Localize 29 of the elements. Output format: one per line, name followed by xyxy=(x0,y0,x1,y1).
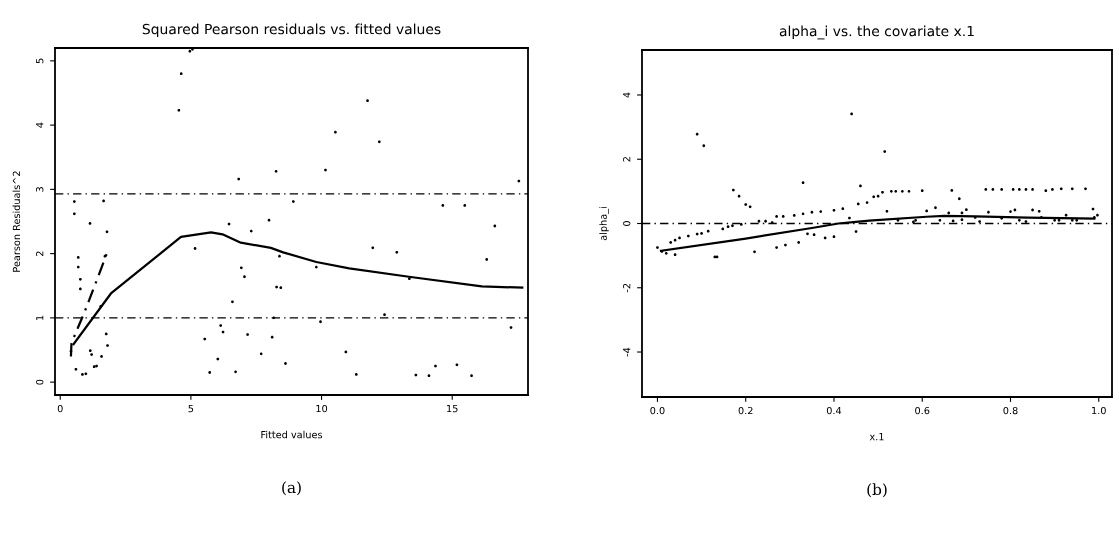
x-tick-label: 1.0 xyxy=(1092,406,1106,415)
x-tick-label: 0.4 xyxy=(826,406,842,415)
y-tick-label: 4 xyxy=(36,122,44,128)
y-tick-label: 2 xyxy=(36,251,44,257)
y-tick-label: 5 xyxy=(36,58,44,64)
text: (a) xyxy=(282,481,301,496)
chart-title: alpha_i vs. the covariate x.1 xyxy=(779,25,974,40)
y-tick-label: -4 xyxy=(623,347,631,357)
y-axis-title: Pearson Residuals^2 xyxy=(12,171,21,272)
x-tick-label: 10 xyxy=(316,404,328,413)
x-tick-label: 0.6 xyxy=(915,406,930,415)
y-axis-title: alpha_i xyxy=(599,207,609,241)
x-tick-label: 15 xyxy=(447,405,458,413)
x-tick-label: 0.0 xyxy=(650,406,665,415)
y-tick-label: 3 xyxy=(36,187,44,192)
chart-title: Squared Pearson residuals vs. fitted values xyxy=(142,23,441,37)
x-tick-label: 0.8 xyxy=(1003,406,1018,415)
y-tick-label: -2 xyxy=(623,283,631,293)
y-tick-label: 0 xyxy=(623,221,631,226)
text: (b) xyxy=(867,483,887,498)
x-tick-label: 0 xyxy=(57,404,63,413)
x-axis-title: x.1 xyxy=(869,433,884,441)
y-tick-label: 2 xyxy=(623,157,631,162)
x-tick-label: 5 xyxy=(188,405,194,413)
x-tick-label: 0.2 xyxy=(738,406,753,415)
x-axis-title: Fitted values xyxy=(261,430,323,439)
y-tick-label: 1 xyxy=(36,315,44,320)
y-tick-label: 0 xyxy=(36,379,44,385)
y-tick-label: 4 xyxy=(623,92,631,98)
